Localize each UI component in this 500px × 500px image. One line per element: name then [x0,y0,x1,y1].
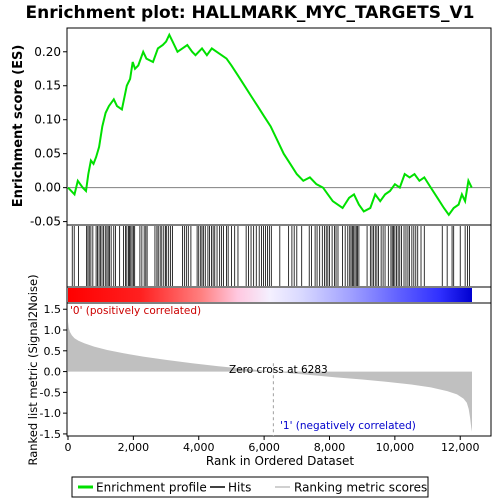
metric-y-tick-label: 0.5 [44,345,62,358]
metric-x-tick-label: 0 [65,441,72,454]
legend-item-ranking-metric-scores: Ranking metric scores [275,481,427,495]
positive-correlated-label: '0' (positively correlated) [70,305,201,317]
ranking-metric-area [68,321,472,432]
metric-x-tick-label: 6,000 [248,441,280,454]
legend-box [71,476,429,498]
metric-x-tick-label: 4,000 [183,441,215,454]
metric-x-tick-label: 12,000 [441,441,480,454]
metric-x-tick-label: 10,000 [376,441,415,454]
hit-marks [71,226,470,286]
es-y-tick-label: 0.15 [34,79,61,93]
legend-label-hits: Hits [228,481,251,495]
hits-panel [66,224,492,288]
legend-label-ranking-metric-scores: Ranking metric scores [294,481,427,495]
es-y-tick-label: 0.05 [34,147,61,161]
negative-correlated-label: '1' (negatively correlated) [280,420,416,432]
metric-y-axis: -1.5 -1.0 -0.5 0.0 0.5 1.0 1.5 [40,303,67,441]
es-y-tick-label: 0.20 [34,45,61,59]
metric-x-tick-label: 2,000 [118,441,150,454]
metric-x-axis-label: Rank in Ordered Dataset [206,454,354,468]
chart-title: Enrichment plot: HALLMARK_MYC_TARGETS_V1 [26,3,475,23]
metric-y-tick-label: 0.0 [44,366,62,379]
metric-x-tick-label: 8,000 [314,441,346,454]
zero-cross-label: Zero cross at 6283 [229,364,328,376]
heat-bar [68,288,472,302]
metric-y-tick-label: 1.0 [44,324,62,337]
legend: Enrichment profile Hits Ranking metric s… [71,476,429,498]
es-y-tick-label: 0.00 [34,181,61,195]
es-y-tick-label: 0.10 [34,113,61,127]
es-y-tick-label: -0.05 [30,215,61,229]
legend-item-enrichment-profile: Enrichment profile [78,481,207,495]
legend-item-hits: Hits [210,481,251,495]
ranked-metric-panel: '0' (positively correlated) Zero cross a… [26,274,492,468]
metric-x-axis: 0 2,000 4,000 6,000 8,000 10,000 12,000 [65,436,480,454]
enrichment-panel-frame [66,27,492,226]
metric-y-tick-label: -0.5 [40,386,61,399]
legend-label-enrichment-profile: Enrichment profile [96,481,207,495]
es-y-axis-label: Enrichment score (ES) [11,45,26,208]
metric-y-tick-label: -1.5 [40,428,61,441]
es-y-axis: -0.05 0.00 0.05 0.10 0.15 0.20 [30,45,67,229]
heat-bar-panel [66,286,492,304]
enrichment-profile-line [67,32,473,217]
enrichment-panel: -0.05 0.00 0.05 0.10 0.15 0.20 Enrichment sco… [11,27,492,229]
metric-y-tick-label: 1.5 [44,303,62,316]
metric-y-tick-label: -1.0 [40,407,61,420]
metric-y-axis-label: Ranked list metric (Signal2Noise) [26,274,40,465]
hits-panel-frame [66,224,492,288]
